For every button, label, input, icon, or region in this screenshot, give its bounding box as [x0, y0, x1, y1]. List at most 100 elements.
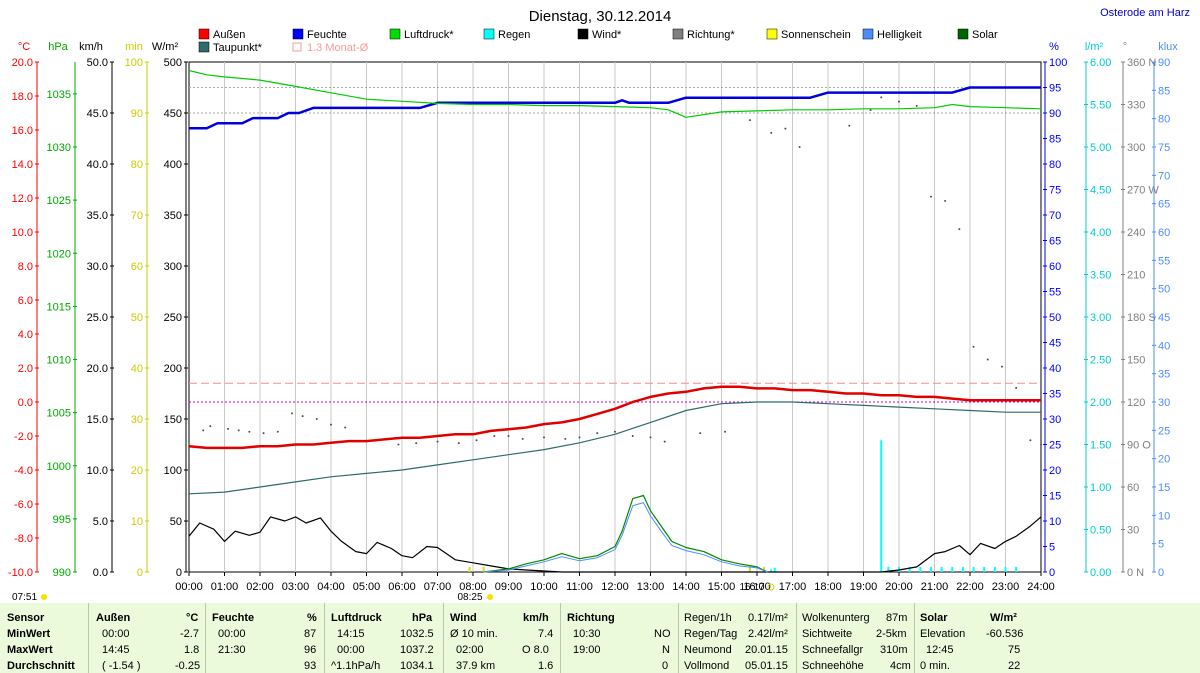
- direction-point: [663, 440, 666, 443]
- legend-label: Richtung*: [687, 29, 735, 41]
- axis-tick-label: 1000: [47, 461, 71, 473]
- series-line-luftdruck: [188, 69, 1042, 118]
- axis-tick-label: 5.0: [93, 516, 108, 528]
- direction-point: [436, 440, 439, 443]
- series-line-taupunkt: [188, 401, 1041, 495]
- axis-tick-label: 40.0: [87, 159, 108, 171]
- direction-point: [986, 358, 989, 361]
- axis-tick-label: 1015: [47, 301, 71, 313]
- legend-swatch: [577, 28, 589, 40]
- axis-tick-label: 4.50: [1090, 185, 1111, 197]
- x-tick-label: 23:00: [992, 581, 1020, 593]
- min-feuchte-time: 00:00: [218, 628, 246, 640]
- x-tick-label: 21:00: [921, 581, 949, 593]
- axis-tick-label: 5.00: [1090, 142, 1111, 154]
- min-aussen-time: 00:00: [102, 628, 130, 640]
- chart-svg: Dienstag, 30.12.2014 Osterode am Harz Auße…: [8, 7, 1190, 603]
- axis-tick-label: 1025: [47, 195, 71, 207]
- axis-tick-label: 5: [1049, 542, 1055, 554]
- axis-tick-label: 95: [1049, 83, 1061, 95]
- direction-point: [262, 432, 265, 435]
- direction-point: [614, 430, 616, 433]
- axis-tick-label: 100: [164, 465, 182, 477]
- axis-tick-label: 2.50: [1090, 355, 1111, 367]
- axis-tick-label: 50: [131, 312, 143, 324]
- axis-unit-label: l/m²: [1085, 41, 1104, 53]
- x-tick-label: 01:00: [211, 581, 239, 593]
- max-druck-time: 00:00: [337, 644, 365, 656]
- sunshine-bar: [748, 566, 751, 572]
- neumond-label: Neumond: [684, 644, 732, 656]
- series-line-feuchte: [189, 86, 1041, 130]
- rain-bar: [1015, 566, 1018, 572]
- schneefall-value: 310m: [880, 644, 908, 656]
- direction-point: [596, 432, 599, 435]
- rain-bar: [961, 566, 964, 572]
- rain-bar: [880, 440, 883, 572]
- max-feuchte-value: 96: [304, 644, 317, 656]
- axis-tick-label: 0 N: [1127, 567, 1144, 579]
- rain-bar: [773, 567, 776, 572]
- axis-tick-label: 30: [1049, 414, 1061, 426]
- axis-tick-label: 90: [1158, 57, 1170, 69]
- legend-label: Wind*: [592, 29, 622, 41]
- axis-tick-label: 0: [137, 567, 143, 579]
- axis-tick-label: 2.0: [18, 363, 33, 375]
- x-tick-label: 03:00: [282, 581, 310, 593]
- axis-tick-label: 6.0: [18, 295, 33, 307]
- axis-tick-label: 75: [1049, 185, 1061, 197]
- rain-bar: [972, 566, 975, 572]
- axis-tick-label: 35: [1158, 369, 1170, 381]
- row-label-max: MaxWert: [7, 644, 53, 656]
- panel-divider: [678, 603, 679, 673]
- axis-tick-label: 65: [1158, 199, 1170, 211]
- min-feuchte-value: 87: [304, 628, 317, 640]
- col-druck-header: Luftdruck: [331, 612, 382, 624]
- axis-tick-label: 55: [1049, 287, 1061, 299]
- col-feuchte-header: Feuchte: [212, 612, 255, 624]
- regen-1h-value: 0.17l/m²: [748, 612, 788, 624]
- sunshine-minutes-label: 0 min.: [920, 660, 950, 672]
- col-wind-header: Wind: [450, 612, 477, 624]
- axis-tick-label: 5: [1158, 539, 1164, 551]
- elevation-value: -60.536: [986, 628, 1024, 640]
- legend-swatch: [198, 41, 210, 53]
- axis-tick-label: 80: [1158, 114, 1170, 126]
- axis-tick-label: 60: [1049, 261, 1061, 273]
- axis-tick-label: 90: [131, 108, 143, 120]
- x-tick-label: 04:00: [317, 581, 345, 593]
- solar-max-time: 12:45: [926, 644, 954, 656]
- row-label-min: MinWert: [7, 628, 51, 640]
- x-tick-label: 14:00: [672, 581, 700, 593]
- axis-tick-label: 990: [53, 567, 71, 579]
- axis-tick-label: 300: [1127, 142, 1145, 154]
- direction-point: [301, 415, 304, 418]
- x-tick-label: 12:00: [601, 581, 629, 593]
- axis-tick-label: 3.00: [1090, 312, 1111, 324]
- avg-wind-value: 1.6: [538, 660, 554, 672]
- location-label: Osterode am Harz: [1100, 7, 1190, 19]
- axis-tick-label: 180 S: [1127, 312, 1156, 324]
- axis-tick-label: 1030: [47, 142, 71, 154]
- axis-tick-label: 75: [1158, 142, 1170, 154]
- axis-tick-label: 25: [1049, 440, 1061, 452]
- panel-divider: [88, 603, 89, 673]
- axis-tick-label: 40: [131, 363, 143, 375]
- axis-tick-label: 240: [1127, 227, 1145, 239]
- direction-point: [276, 430, 279, 433]
- direction-point: [748, 119, 751, 122]
- solar-avg-value: 22: [1008, 660, 1021, 672]
- avg-richtung-value: 0: [662, 660, 669, 672]
- axis-tick-label: 2.00: [1090, 397, 1111, 409]
- axis-tick-label: 18.0: [12, 91, 33, 103]
- axis-tick-label: 25: [1158, 425, 1170, 437]
- sunrise-icon: [487, 594, 493, 600]
- direction-point: [248, 430, 251, 433]
- legend-label: Taupunkt*: [213, 42, 263, 54]
- regen-1h-label: Regen/1h: [684, 612, 732, 624]
- panel-divider: [443, 603, 444, 673]
- elevation-label: Elevation: [920, 628, 966, 640]
- legend-swatch: [389, 28, 401, 40]
- x-tick-label: 15:00: [708, 581, 736, 593]
- regen-tag-value: 2.42l/m²: [748, 628, 788, 640]
